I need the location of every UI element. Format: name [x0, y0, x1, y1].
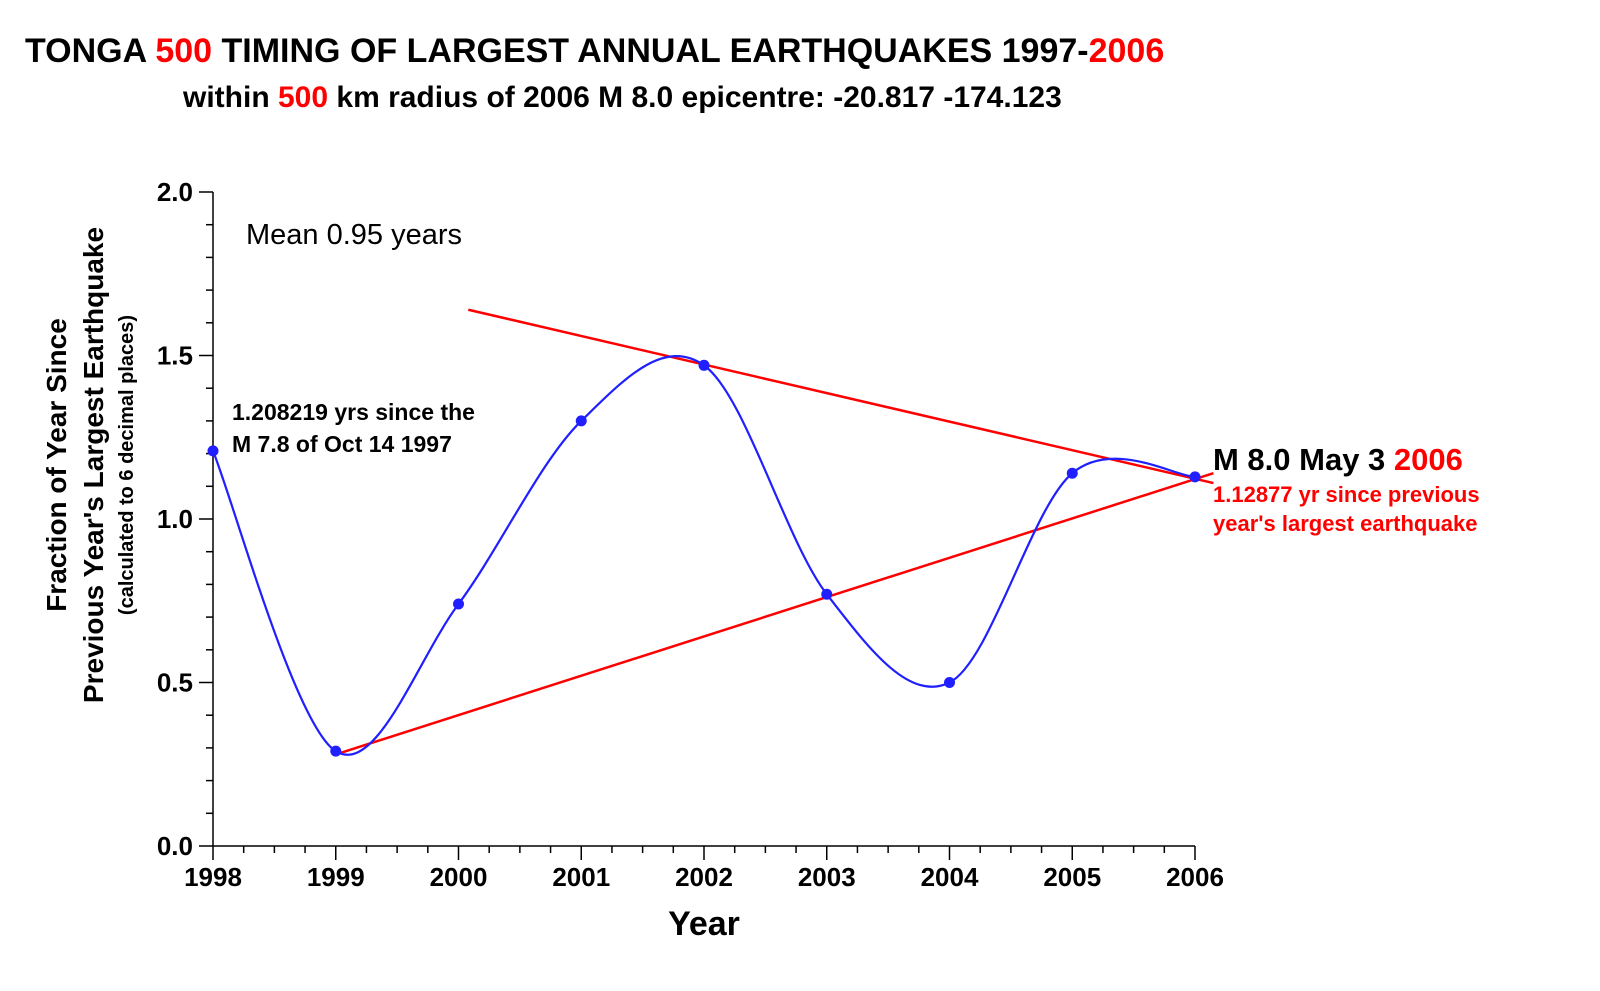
last-point-annotation-line-1: 1.12877 yr since previous — [1213, 482, 1480, 507]
subtitle-part-2: 500 — [278, 81, 328, 114]
data-point — [821, 588, 833, 600]
x-tick-label: 2002 — [675, 862, 733, 892]
x-axis-label: Year — [668, 905, 740, 943]
series-group — [207, 355, 1201, 757]
x-tick-label: 2005 — [1043, 862, 1101, 892]
y-axis-label-line-3: (calculated to 6 decimal places) — [116, 315, 138, 615]
data-point — [1066, 467, 1078, 479]
subtitle-part-1: within — [182, 81, 278, 114]
first-point-annotation-line-2: M 7.8 of Oct 14 1997 — [232, 431, 452, 457]
x-tick-label: 1998 — [184, 862, 242, 892]
y-axis-label-line-2: Previous Year's Largest Earthquake — [78, 227, 109, 703]
x-tick-label: 2000 — [430, 862, 488, 892]
last-point-annotation-title: M 8.0 May 3 2006 — [1213, 442, 1463, 477]
trend-line — [468, 308, 1214, 485]
title-part-3: TIMING OF LARGEST ANNUAL EARTHQUAKES 199… — [212, 32, 1089, 70]
title-part-1: TONGA — [25, 32, 155, 70]
y-tick-label: 1.5 — [157, 341, 193, 371]
x-tick-label: 2004 — [921, 862, 979, 892]
y-tick-label: 0.5 — [157, 668, 193, 698]
x-tick-labels: 1998 1999 2000 2001 2002 2003 2004 2005 2006 — [184, 862, 1224, 892]
y-tick-label: 1.0 — [157, 504, 193, 534]
data-point — [330, 745, 342, 757]
data-point — [453, 598, 464, 610]
axes — [199, 191, 1196, 860]
mean-annotation: Mean 0.95 years — [246, 219, 462, 251]
data-point — [1189, 471, 1201, 483]
x-tick-label: 1999 — [307, 862, 365, 892]
subtitle-part-3: km radius of 2006 M 8.0 epicentre: -20.8… — [328, 81, 1062, 114]
last-point-annotation-line-2: year's largest earthquake — [1213, 511, 1477, 536]
title-part-2: 500 — [155, 32, 212, 70]
y-tick-labels: 0.0 0.5 1.0 1.5 2.0 — [157, 177, 193, 861]
trend-lines — [335, 308, 1214, 756]
y-axis-label-line-1: Fraction of Year Since — [41, 318, 72, 612]
title-part-4: 2006 — [1089, 32, 1165, 70]
y-tick-label: 0.0 — [157, 831, 193, 861]
x-tick-label: 2001 — [552, 862, 610, 892]
trend-line — [335, 472, 1214, 756]
first-point-annotation-line-1: 1.208219 yrs since the — [232, 399, 475, 425]
x-tick-label: 2003 — [798, 862, 856, 892]
y-axis-label: Fraction of Year Since Previous Year's L… — [41, 227, 138, 703]
y-tick-label: 2.0 — [157, 177, 193, 207]
chart-title: TONGA 500 TIMING OF LARGEST ANNUAL EARTH… — [25, 32, 1164, 70]
data-point — [944, 677, 955, 688]
data-point — [698, 359, 710, 371]
x-tick-label: 2006 — [1166, 862, 1224, 892]
chart-subtitle: within 500 km radius of 2006 M 8.0 epice… — [182, 81, 1062, 114]
data-point — [575, 415, 587, 427]
last-title-part-1: M 8.0 May 3 — [1213, 442, 1394, 477]
data-point — [207, 445, 219, 457]
last-title-part-2: 2006 — [1394, 442, 1463, 477]
